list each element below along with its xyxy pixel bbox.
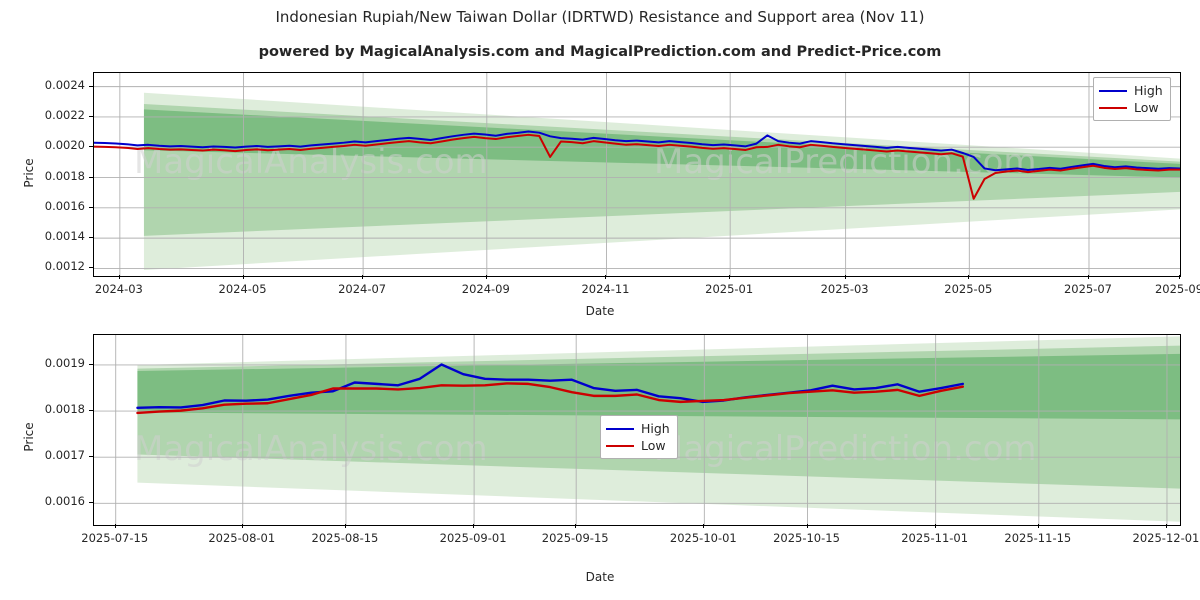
x-tick-mark: [729, 275, 731, 279]
y-tick-label: 0.0012: [44, 259, 85, 274]
legend-item-low[interactable]: Low: [1099, 99, 1163, 116]
x-tick-mark: [605, 275, 607, 279]
legend-swatch-high: [1099, 89, 1127, 92]
y-tick-mark: [89, 206, 93, 208]
x-tick-mark: [1179, 275, 1180, 279]
x-tick-label: 2024-09: [461, 282, 510, 296]
lower-chart-panel: Price Date MagicalAnalysis.com MagicalPre…: [0, 320, 1200, 600]
y-tick-label: 0.0022: [44, 107, 85, 122]
x-tick-label: 2025-11-01: [901, 531, 969, 545]
y-tick-mark: [89, 115, 93, 117]
y-tick-label: 0.0016: [44, 198, 85, 213]
x-tick-mark: [1165, 524, 1167, 528]
x-tick-label: 2025-09-01: [439, 531, 507, 545]
y-tick-mark: [89, 237, 93, 239]
x-tick-label: 2025-05: [944, 282, 993, 296]
legend-swatch-low: [606, 444, 634, 447]
y-tick-mark: [89, 267, 93, 269]
upper-x-axis-label: Date: [585, 304, 615, 318]
x-tick-mark: [934, 524, 936, 528]
x-tick-label: 2025-01: [705, 282, 754, 296]
y-tick-mark: [89, 85, 93, 87]
legend-label: Low: [1134, 100, 1159, 115]
x-tick-mark: [241, 524, 243, 528]
x-tick-label: 2024-03: [94, 282, 143, 296]
x-tick-label: 2025-09: [1154, 282, 1200, 296]
x-tick-mark: [806, 524, 808, 528]
legend-item-low[interactable]: Low: [606, 437, 670, 454]
x-tick-label: 2025-12-01: [1132, 531, 1200, 545]
x-tick-label: 2025-09-15: [541, 531, 609, 545]
y-tick-label: 0.0019: [44, 355, 85, 370]
legend-label: Low: [641, 438, 666, 453]
y-tick-mark: [89, 456, 93, 458]
upper-chart-panel: Price Date MagicalAnalysis.com MagicalPre…: [22, 72, 1200, 318]
lower-chart-legend[interactable]: High Low: [600, 415, 678, 459]
series-line-low: [94, 133, 1180, 200]
y-tick-label: 0.0024: [44, 77, 85, 92]
series-line-high: [136, 363, 964, 410]
y-tick-label: 0.0014: [44, 229, 85, 244]
x-tick-mark: [1087, 275, 1089, 279]
series-line-low: [136, 382, 964, 415]
upper-plot-area: MagicalAnalysis.com MagicalPrediction.com: [93, 72, 1181, 277]
x-tick-mark: [844, 275, 846, 279]
legend-label: High: [641, 421, 670, 436]
upper-chart-legend[interactable]: High Low: [1093, 77, 1171, 121]
x-tick-mark: [473, 524, 475, 528]
x-tick-label: 2024-11: [581, 282, 630, 296]
band-inner-dark: [137, 353, 1180, 420]
band-inner-dark: [143, 109, 1180, 178]
legend-swatch-low: [1099, 106, 1127, 109]
x-tick-label: 2025-10-15: [773, 531, 840, 545]
y-tick-label: 0.0016: [44, 494, 85, 509]
x-tick-mark: [968, 275, 970, 279]
x-tick-mark: [703, 524, 705, 528]
page-subtitle: powered by MagicalAnalysis.com and Magic…: [258, 44, 942, 60]
watermark-text: MagicalAnalysis.com: [134, 429, 488, 469]
x-tick-mark: [114, 524, 116, 528]
legend-swatch-high: [606, 427, 634, 430]
y-tick-label: 0.0018: [44, 402, 85, 417]
y-tick-mark: [89, 363, 93, 365]
y-tick-mark: [89, 410, 93, 412]
x-tick-mark: [344, 524, 346, 528]
y-tick-label: 0.0017: [44, 448, 85, 463]
x-tick-label: 2025-08-15: [311, 531, 379, 545]
y-tick-label: 0.0020: [44, 138, 85, 153]
x-tick-label: 2025-10-01: [669, 531, 737, 545]
x-tick-mark: [1037, 524, 1039, 528]
x-tick-label: 2025-07-15: [81, 531, 149, 545]
x-tick-mark: [362, 275, 364, 279]
x-tick-mark: [575, 524, 577, 528]
page-title: Indonesian Rupiah/New Taiwan Dollar (IDR…: [275, 8, 925, 26]
x-tick-label: 2025-07: [1063, 282, 1113, 296]
legend-item-high[interactable]: High: [1099, 82, 1163, 99]
x-tick-mark: [485, 275, 487, 279]
legend-item-high[interactable]: High: [606, 420, 670, 437]
x-tick-label: 2025-11-15: [1004, 531, 1072, 545]
y-tick-mark: [89, 176, 93, 178]
x-tick-mark: [118, 275, 120, 279]
lower-x-axis-label: Date: [585, 570, 615, 584]
x-tick-mark: [242, 275, 244, 279]
legend-label: High: [1134, 83, 1163, 98]
watermark-text: MagicalPrediction.com: [654, 429, 1037, 469]
x-tick-label: 2025-08-01: [208, 531, 276, 545]
x-tick-label: 2025-03: [820, 282, 869, 296]
y-tick-mark: [89, 146, 93, 148]
x-tick-label: 2024-05: [218, 282, 267, 296]
series-line-high: [94, 130, 1180, 172]
x-tick-label: 2024-07: [338, 282, 387, 296]
y-tick-label: 0.0018: [44, 168, 85, 183]
y-tick-mark: [89, 502, 93, 504]
